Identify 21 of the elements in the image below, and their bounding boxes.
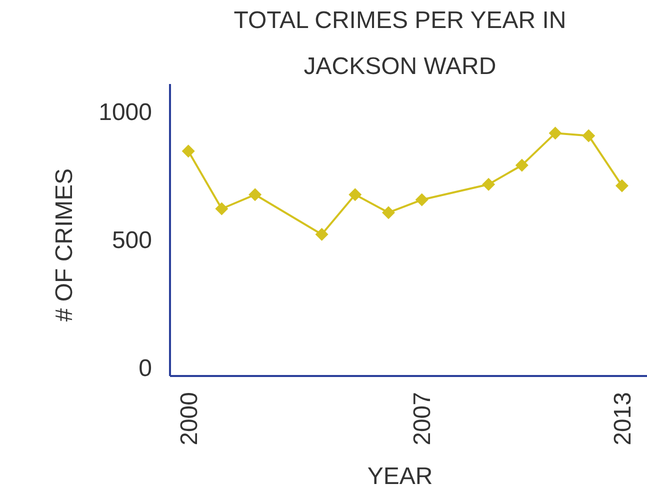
x-tick-label: 2013 [609,392,636,446]
y-tick-label: 0 [138,354,152,382]
x-axis-title: YEAR [367,463,433,490]
y-tick-label: 1000 [98,98,152,126]
point [415,193,428,206]
point [248,188,262,202]
point [315,228,328,241]
y-tick-label: 500 [112,226,152,254]
y-axis-title: # OF CRIMES [51,168,78,322]
point [348,188,362,202]
point [615,179,628,192]
point [515,158,528,172]
point [182,144,195,158]
point [215,202,228,216]
chart-title: TOTAL CRIMES PER YEAR IN JACKSON WARD [234,7,566,80]
point [382,206,395,220]
x-tick-label: 2000 [176,392,203,446]
point [582,129,596,142]
point [548,126,562,140]
point [482,178,496,191]
x-tick-label: 2007 [409,392,436,446]
